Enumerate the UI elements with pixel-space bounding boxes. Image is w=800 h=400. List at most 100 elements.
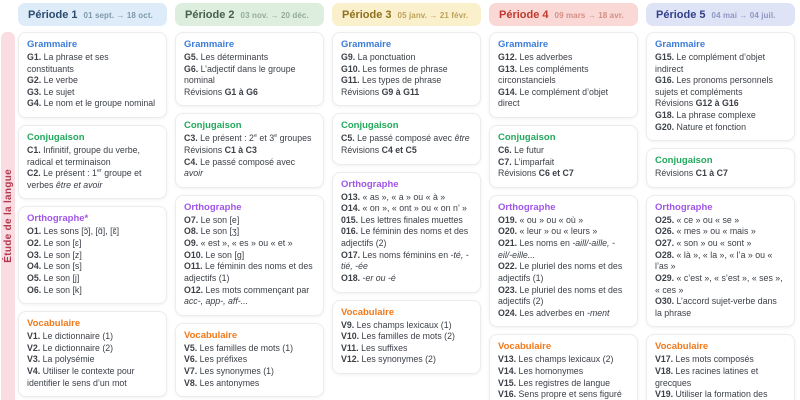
period-column-3: Grammaire G9. La ponctuation G10. Les form… (332, 32, 481, 374)
curriculum-item: C3. Le présent : 2e et 3e groupes (184, 133, 312, 144)
card-vocabulaire[interactable]: Vocabulaire V13. Les champs lexicaux (2) V… (489, 334, 638, 400)
period-dates: 01 sept. → 18 oct. (83, 11, 153, 20)
curriculum-item: O14. « on », « ont » ou « on n’ » (341, 203, 467, 214)
curriculum-item: G20. Nature et fonction (655, 121, 746, 132)
curriculum-item: O29. « c’est », « s’est », « ses », « ce… (655, 272, 783, 295)
curriculum-item: V19. Utiliser la formation des mots pour… (655, 389, 768, 400)
section-title-grammaire: Grammaire (498, 39, 549, 50)
curriculum-item: O4. Le son [s] (27, 261, 82, 272)
curriculum-item: G3. Le sujet (27, 86, 75, 97)
section-title-orthographe: Orthographe (184, 201, 242, 213)
curriculum-item: O8. Le son [ʒ] (184, 226, 240, 237)
curriculum-item: O6. Le son [k] (27, 284, 82, 295)
card-grammaire[interactable]: Grammaire G15. Le complément d’objet indi… (646, 32, 795, 142)
curriculum-item: V1. Le dictionnaire (1) (27, 331, 114, 342)
curriculum-item: G6. L’adjectif dans le groupe nominal (184, 63, 296, 86)
curriculum-item: V5. Les familles de mots (1) (184, 342, 294, 353)
card-conjugaison[interactable]: Conjugaison C3. Le présent : 2e et 3e gro… (175, 113, 324, 188)
section-title-orthographe: Orthographe (341, 178, 399, 190)
period-title: Période 4 (499, 9, 549, 21)
curriculum-item: O22. Le pluriel des noms et des adjectif… (498, 261, 623, 283)
section-title-grammaire: Grammaire (184, 39, 235, 50)
curriculum-item: G18. La phrase complexe (655, 110, 756, 121)
curriculum-item: V3. La polysémie (27, 354, 95, 365)
curriculum-item: V8. Les antonymes (184, 377, 260, 388)
section-title-vocabulaire: Vocabulaire (184, 329, 238, 341)
section-title-orthographe: Orthographe (655, 201, 713, 213)
curriculum-item: C4. Le passé composé avec avoir (184, 156, 296, 179)
curriculum-item: V10. Les familles de mots (2) (341, 331, 455, 342)
curriculum-item: Révisions G9 à G11 (341, 86, 420, 97)
curriculum-item: Révisions C6 et C7 (498, 168, 574, 179)
curriculum-item: V9. Les champs lexicaux (1) (341, 319, 452, 330)
section-title-grammaire: Grammaire (655, 39, 706, 50)
card-grammaire[interactable]: Grammaire G12. Les adverbes G13. Les compl… (489, 32, 638, 119)
period-column-2: Grammaire G5. Les déterminants G6. L’adjec… (175, 32, 324, 398)
section-title-conjugaison: Conjugaison (27, 132, 85, 144)
card-grammaire[interactable]: Grammaire G1. La phrase et ses constituan… (18, 32, 167, 119)
curriculum-item: C7. L’imparfait (498, 156, 555, 167)
section-title-orthographe: Orthographe* (27, 213, 89, 225)
section-title-conjugaison: Conjugaison (341, 120, 399, 132)
card-conjugaison[interactable]: Conjugaison C1. Infinitif, groupe du verb… (18, 125, 167, 200)
curriculum-item: V14. Les homonymes (498, 365, 584, 376)
subject-sidebar: Étude de la langue (1, 32, 15, 400)
period-title: Période 5 (656, 9, 706, 21)
card-conjugaison[interactable]: Conjugaison C6. Le futur C7. L’imparfait Ré… (489, 125, 638, 188)
curriculum-item: V13. Les champs lexicaux (2) (498, 354, 614, 365)
curriculum-item: O2. Le son [ɛ] (27, 238, 82, 249)
section-title-conjugaison: Conjugaison (498, 132, 556, 144)
card-grammaire[interactable]: Grammaire G9. La ponctuation G10. Les form… (332, 32, 481, 107)
curriculum-item: O23. Le pluriel des noms et des adjectif… (498, 284, 623, 307)
curriculum-item: V7. Les synonymes (1) (184, 365, 274, 376)
card-vocabulaire[interactable]: Vocabulaire V5. Les familles de mots (1) V… (175, 322, 324, 398)
curriculum-item: Révisions C4 et C5 (341, 145, 417, 156)
period-header-4: Période 4 09 mars → 18 avr. (489, 3, 638, 26)
curriculum-item: G9. La ponctuation (341, 52, 416, 62)
curriculum-item: V18. Les racines latines et grecques (655, 365, 759, 388)
section-title-orthographe: Orthographe (498, 201, 556, 213)
period-header-1: Période 1 01 sept. → 18 oct. (18, 3, 167, 26)
curriculum-item: 016. Le féminin des noms et des adjectif… (341, 226, 469, 249)
section-title-vocabulaire: Vocabulaire (27, 318, 81, 330)
section-title-conjugaison: Conjugaison (184, 120, 242, 132)
curriculum-item: G4. Le nom et le groupe nominal (27, 98, 156, 109)
curriculum-item: O28. « là », « la », « l’a » ou « l’as » (655, 249, 773, 272)
curriculum-item: V17. Les mots composés (655, 354, 754, 365)
curriculum-item: O25. « ce » ou « se » (655, 214, 740, 225)
curriculum-item: O30. L’accord sujet-verbe dans la phrase (655, 296, 777, 318)
card-vocabulaire[interactable]: Vocabulaire V9. Les champs lexicaux (1) V1… (332, 299, 481, 374)
curriculum-item: V12. Les synonymes (2) (341, 354, 436, 365)
curriculum-item: G5. Les déterminants (184, 52, 269, 62)
card-orthographe[interactable]: Orthographe O13. « as », « a » ou « à » O1… (332, 171, 481, 293)
section-title-grammaire: Grammaire (341, 39, 392, 50)
period-header-3: Période 3 05 janv. → 21 févr. (332, 3, 481, 26)
period-dates: 03 nov. → 20 déc. (240, 11, 309, 20)
period-dates: 09 mars → 18 avr. (554, 11, 624, 20)
curriculum-item: Révisions C1 à C7 (655, 168, 728, 179)
card-orthographe[interactable]: Orthographe O7. Le son [e] O8. Le son [ʒ] O… (175, 194, 324, 316)
curriculum-item: 015. Les lettres finales muettes (341, 214, 463, 225)
card-orthographe[interactable]: Orthographe O19. « ou » ou « où » O20. « l… (489, 194, 638, 328)
curriculum-item: O21. Les noms en -aill/-aille, -eil/-eil… (498, 238, 615, 260)
card-orthographe[interactable]: Orthographe O25. « ce » ou « se » O26. « m… (646, 194, 795, 328)
card-vocabulaire[interactable]: Vocabulaire V1. Le dictionnaire (1) V2. Le… (18, 311, 167, 398)
curriculum-item: G14. Le complément d’objet direct (498, 86, 609, 109)
curriculum-item: C6. Le futur (498, 145, 544, 156)
curriculum-item: G16. Les pronoms personnels sujets et co… (655, 75, 773, 97)
card-grammaire[interactable]: Grammaire G5. Les déterminants G6. L’adjec… (175, 32, 324, 107)
curriculum-item: G15. Le complément d’objet indirect (655, 52, 766, 74)
period-columns: Grammaire G1. La phrase et ses constituan… (18, 32, 795, 400)
subject-label: Étude de la langue (2, 169, 14, 263)
curriculum-item: G12. Les adverbes (498, 52, 573, 62)
period-dates: 05 janv. → 21 févr. (397, 11, 469, 20)
card-orthographe[interactable]: Orthographe* O1. Les sons [ɔ̃], [ɑ̃], [ɛ̃… (18, 206, 167, 305)
card-conjugaison[interactable]: Conjugaison C5. Le passé composé avec êtr… (332, 113, 481, 165)
section-title-conjugaison: Conjugaison (655, 155, 713, 167)
curriculum-item: C1. Infinitif, groupe du verbe, radical … (27, 145, 140, 167)
curriculum-item: O12. Les mots commençant par acc-, app-,… (184, 284, 310, 307)
period-header-2: Période 2 03 nov. → 20 déc. (175, 3, 324, 26)
card-vocabulaire[interactable]: Vocabulaire V17. Les mots composés V18. Le… (646, 334, 795, 400)
card-conjugaison[interactable]: Conjugaison Révisions C1 à C7 (646, 148, 795, 188)
